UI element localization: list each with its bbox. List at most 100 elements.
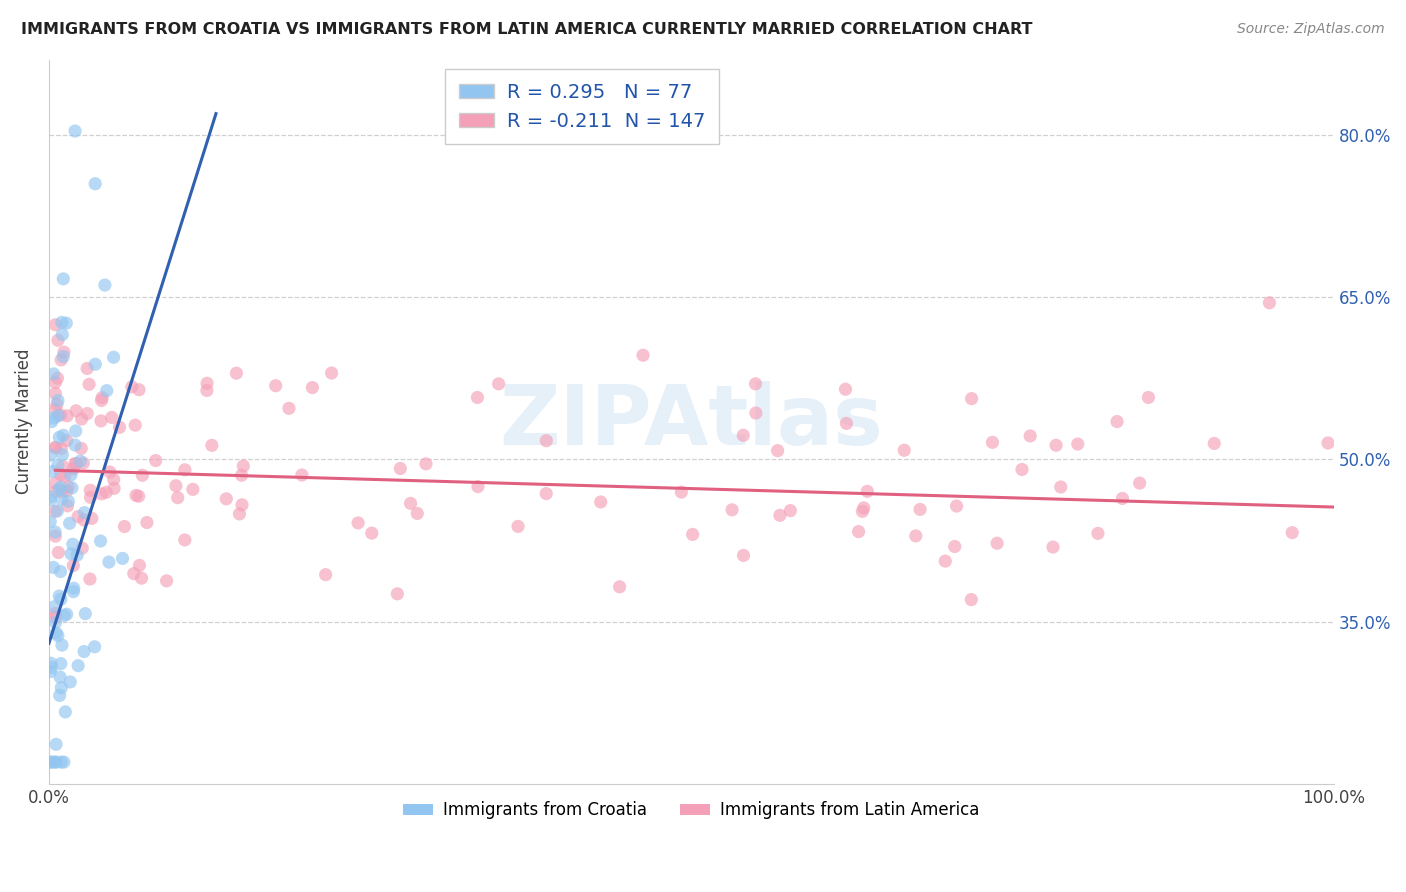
Point: [39, 665, 62, 679]
Point: [589, 495, 612, 509]
Point: [1281, 525, 1303, 540]
Point: [52, 345, 75, 359]
Point: [56, 434, 79, 448]
Point: [103, 351, 125, 365]
Point: [195, 384, 218, 398]
Point: [39, 493, 62, 508]
Point: [131, 571, 153, 585]
Point: [128, 489, 150, 503]
Point: [42, 465, 65, 479]
Point: [488, 376, 510, 391]
Point: [1067, 437, 1090, 451]
Point: [51, 492, 73, 507]
Point: [848, 524, 870, 539]
Point: [46, 629, 69, 643]
Point: [55, 316, 77, 330]
Point: [165, 479, 187, 493]
Point: [46, 504, 69, 518]
Point: [66, 548, 89, 562]
Point: [42, 411, 65, 425]
Point: [1019, 429, 1042, 443]
Point: [53, 608, 76, 623]
Point: [49, 480, 72, 494]
Point: [744, 376, 766, 391]
Point: [893, 443, 915, 458]
Point: [173, 533, 195, 547]
Point: [48, 689, 70, 703]
Point: [44, 607, 66, 621]
Point: [745, 406, 768, 420]
Point: [62, 584, 84, 599]
Point: [41, 415, 63, 429]
Point: [41, 755, 63, 769]
Point: [72, 456, 94, 470]
Point: [122, 566, 145, 581]
Point: [111, 551, 134, 566]
Point: [360, 526, 382, 541]
Point: [80, 511, 103, 525]
Point: [49, 565, 72, 579]
Point: [65, 457, 87, 471]
Point: [960, 392, 983, 406]
Point: [65, 404, 87, 418]
Point: [1045, 438, 1067, 452]
Point: [44, 318, 66, 332]
Point: [51, 327, 73, 342]
Point: [415, 457, 437, 471]
Point: [986, 536, 1008, 550]
Point: [981, 435, 1004, 450]
Point: [44, 441, 66, 455]
Point: [76, 361, 98, 376]
Point: [42, 367, 65, 381]
Point: [39, 755, 62, 769]
Point: [44, 386, 66, 401]
Point: [58, 480, 80, 494]
Point: [44, 525, 66, 540]
Text: ZIPAtlas: ZIPAtlas: [499, 381, 883, 462]
Point: [90, 534, 112, 549]
Point: [278, 401, 301, 416]
Point: [51, 681, 73, 695]
Point: [904, 529, 927, 543]
Point: [46, 393, 69, 408]
Point: [49, 670, 72, 684]
Point: [70, 541, 93, 556]
Point: [58, 494, 80, 508]
Point: [63, 124, 86, 138]
Point: [44, 599, 66, 614]
Point: [44, 484, 66, 499]
Point: [73, 644, 96, 658]
Point: [44, 615, 66, 630]
Point: [1011, 462, 1033, 476]
Point: [46, 334, 69, 348]
Point: [173, 463, 195, 477]
Point: [1111, 491, 1133, 506]
Point: [201, 438, 224, 452]
Y-axis label: Currently Married: Currently Married: [15, 349, 32, 494]
Point: [264, 378, 287, 392]
Point: [44, 476, 66, 491]
Text: Source: ZipAtlas.com: Source: ZipAtlas.com: [1237, 22, 1385, 37]
Point: [166, 491, 188, 505]
Point: [96, 485, 118, 500]
Point: [108, 420, 131, 434]
Point: [44, 376, 66, 390]
Point: [301, 380, 323, 394]
Point: [467, 480, 489, 494]
Point: [94, 278, 117, 293]
Point: [60, 547, 83, 561]
Point: [44, 441, 66, 455]
Point: [631, 348, 654, 362]
Point: [225, 366, 247, 380]
Point: [114, 519, 136, 533]
Point: [90, 414, 112, 428]
Point: [44, 529, 66, 543]
Point: [48, 430, 70, 444]
Point: [45, 626, 67, 640]
Point: [90, 393, 112, 408]
Point: [51, 442, 73, 456]
Point: [215, 491, 238, 506]
Point: [779, 503, 801, 517]
Point: [59, 468, 82, 483]
Point: [733, 428, 755, 442]
